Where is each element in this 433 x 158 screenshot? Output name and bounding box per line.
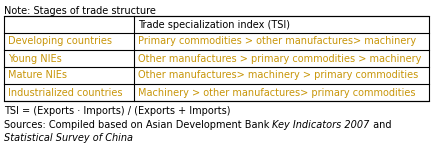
Text: TSI = (Exports · Imports) / (Exports + Imports): TSI = (Exports · Imports) / (Exports + I… (4, 106, 230, 116)
Text: Statistical Survey of China: Statistical Survey of China (4, 133, 133, 143)
Text: and: and (370, 120, 391, 130)
Text: Other manufactures> machinery > primary commodities: Other manufactures> machinery > primary … (138, 70, 418, 80)
Text: Primary commodities > other manufactures> machinery: Primary commodities > other manufactures… (138, 36, 416, 46)
Text: Trade specialization index (TSI): Trade specialization index (TSI) (138, 19, 290, 30)
Text: Key Indicators 2007: Key Indicators 2007 (272, 120, 370, 130)
Text: Mature NIEs: Mature NIEs (8, 70, 67, 80)
Text: Other manufactures > primary commodities > machinery: Other manufactures > primary commodities… (138, 54, 421, 64)
Text: Machinery > other manufactures> primary commodities: Machinery > other manufactures> primary … (138, 88, 415, 97)
Text: Developing countries: Developing countries (8, 36, 112, 46)
Bar (4, 16, 429, 101)
Text: Note: Stages of trade structure: Note: Stages of trade structure (4, 6, 156, 16)
Text: Young NIEs: Young NIEs (8, 54, 62, 64)
Text: Industrialized countries: Industrialized countries (8, 88, 123, 97)
Text: Sources: Compiled based on Asian Development Bank: Sources: Compiled based on Asian Develop… (4, 120, 272, 130)
